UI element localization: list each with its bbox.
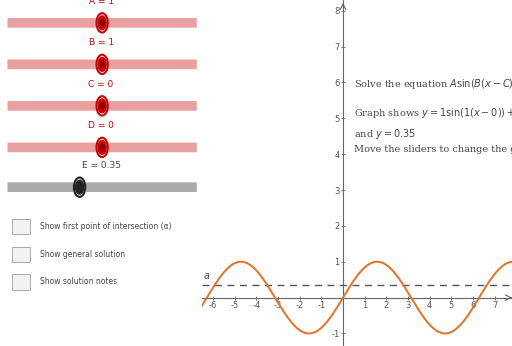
FancyBboxPatch shape (8, 182, 197, 192)
Text: a: a (203, 271, 209, 281)
FancyBboxPatch shape (12, 274, 30, 290)
FancyBboxPatch shape (8, 101, 197, 111)
Text: E = 0.35: E = 0.35 (81, 161, 121, 170)
Circle shape (100, 61, 104, 68)
Circle shape (96, 96, 108, 116)
Text: B = 1: B = 1 (89, 38, 114, 47)
Circle shape (98, 16, 106, 30)
Circle shape (100, 144, 104, 151)
Text: C = 0: C = 0 (89, 80, 114, 89)
Text: Solve the equation $A\sin(B(x-C))+D=E$: Solve the equation $A\sin(B(x-C))+D=E$ (354, 77, 512, 91)
Circle shape (98, 57, 106, 71)
Text: Show general solution: Show general solution (40, 250, 125, 259)
Circle shape (98, 140, 106, 154)
Text: Show first point of intersection (α): Show first point of intersection (α) (40, 222, 172, 231)
FancyBboxPatch shape (8, 143, 197, 152)
Circle shape (100, 19, 104, 26)
FancyBboxPatch shape (8, 18, 197, 28)
Text: A = 1: A = 1 (89, 0, 114, 6)
Text: D = 0: D = 0 (88, 121, 114, 130)
Circle shape (96, 138, 108, 157)
FancyBboxPatch shape (8, 60, 197, 69)
Circle shape (100, 102, 104, 109)
Circle shape (75, 180, 83, 194)
Text: and $y=0.35$: and $y=0.35$ (354, 127, 416, 141)
Text: Graph shows $y=1\sin(1(x-0))+0$: Graph shows $y=1\sin(1(x-0))+0$ (354, 106, 512, 120)
Circle shape (74, 177, 85, 197)
Circle shape (96, 55, 108, 74)
Circle shape (98, 99, 106, 113)
Text: Show solution notes: Show solution notes (40, 277, 118, 286)
FancyBboxPatch shape (12, 219, 30, 235)
Circle shape (96, 13, 108, 33)
FancyBboxPatch shape (12, 246, 30, 262)
Text: Move the sliders to change the graph: Move the sliders to change the graph (354, 145, 512, 154)
